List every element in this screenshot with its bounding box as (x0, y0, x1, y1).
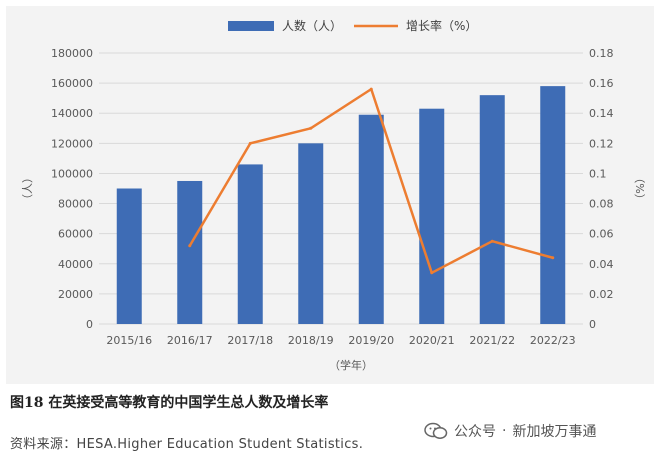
watermark: 公众号 · 新加坡万事通 (424, 421, 596, 441)
y-right-tick-label: 0.12 (589, 137, 614, 150)
x-tick-label: 2021/22 (469, 334, 515, 347)
y-left-tick-label: 140000 (51, 107, 93, 120)
line-point (490, 239, 494, 243)
bar (479, 95, 505, 325)
line-point (369, 87, 373, 91)
line-point (551, 256, 555, 260)
y-right-tick-label: 0.16 (589, 77, 614, 90)
bar (116, 188, 142, 324)
y-left-tick-label: 20000 (58, 288, 93, 301)
bar (540, 86, 566, 324)
x-tick-label: 2022/23 (530, 334, 576, 347)
bar (237, 164, 263, 324)
y-right-tick-label: 0.18 (589, 47, 614, 60)
wechat-icon (424, 422, 448, 440)
legend-swatch-bar (228, 21, 274, 31)
y-right-tick-label: 0.08 (589, 198, 614, 211)
line-point (309, 126, 313, 130)
bar (298, 143, 324, 324)
y-left-tick-label: 180000 (51, 47, 93, 60)
y-left-axis-title: （人） (21, 172, 34, 205)
y-right-tick-label: 0.06 (589, 228, 614, 241)
x-tick-label: 2016/17 (167, 334, 213, 347)
y-right-tick-label: 0.02 (589, 288, 614, 301)
legend-label-bar: 人数（人） (282, 18, 342, 33)
y-right-tick-label: 0.1 (589, 167, 607, 180)
y-left-tick-label: 160000 (51, 77, 93, 90)
bar (358, 114, 384, 324)
y-left-tick-label: 40000 (58, 258, 93, 271)
x-tick-label: 2018/19 (288, 334, 334, 347)
line-point (248, 141, 252, 145)
x-tick-label: 2015/16 (106, 334, 152, 347)
x-tick-label: 2017/18 (227, 334, 273, 347)
y-left-tick-label: 100000 (51, 167, 93, 180)
figure-caption: 图18 在英接受高等教育的中国学生总人数及增长率 (10, 395, 329, 411)
y-right-tick-label: 0 (589, 318, 596, 331)
x-axis-title: （学年） (329, 358, 373, 372)
x-tick-label: 2019/20 (348, 334, 394, 347)
y-left-tick-label: 80000 (58, 198, 93, 211)
combo-chart: 0 20000 40000 60000 80000 100000 120000 140000 1… (21, 18, 646, 372)
watermark-separator: · (502, 423, 507, 439)
line-point (430, 271, 434, 275)
y-right-tick-label: 0.04 (589, 258, 614, 271)
bar (419, 108, 445, 324)
watermark-account-name: 新加坡万事通 (512, 424, 597, 440)
x-tick-label: 2020/21 (409, 334, 455, 347)
legend-label-line: 增长率（%） (406, 18, 477, 33)
y-right-tick-label: 0.14 (589, 107, 614, 120)
y-left-tick-label: 0 (86, 318, 93, 331)
source-note: 资料来源：HESA.Higher Education Student Stati… (10, 437, 364, 452)
line-point (188, 244, 192, 248)
y-left-tick-label: 60000 (58, 228, 93, 241)
chart-panel: 0 20000 40000 60000 80000 100000 120000 140000 1… (6, 6, 654, 384)
y-right-axis-title: （%） (633, 172, 646, 204)
watermark-account-type: 公众号 (454, 424, 496, 440)
bar (177, 180, 203, 324)
y-left-tick-label: 120000 (51, 137, 93, 150)
